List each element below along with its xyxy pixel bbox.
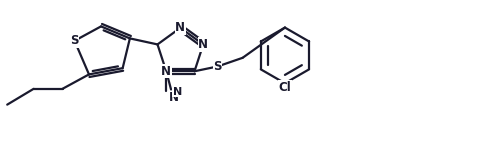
Text: N: N [175,21,185,34]
Text: N: N [198,38,208,51]
Text: S: S [70,34,79,47]
Text: N: N [172,87,181,97]
Text: Cl: Cl [278,81,291,94]
Text: N: N [161,65,171,78]
Text: S: S [213,60,221,73]
Text: N: N [168,91,178,104]
